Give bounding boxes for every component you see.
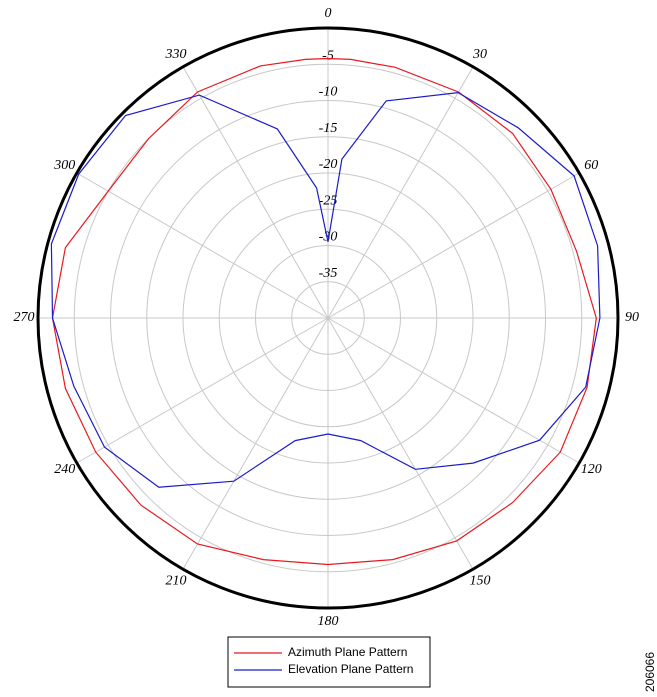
grid-ring [218,208,438,428]
theta-tick-label: 90 [625,310,639,325]
r-tick-label: -25 [319,193,338,208]
theta-tick-label: 0 [325,6,332,21]
r-tick-label: -35 [319,266,338,281]
legend-label: Elevation Plane Pattern [288,662,413,676]
r-tick-label: -30 [319,230,338,245]
grid-ring [291,281,365,355]
grid-ring [255,245,401,391]
theta-tick-label: 300 [53,158,75,173]
theta-tick-label: 210 [166,573,187,588]
theta-tick-label: 240 [54,462,75,477]
figure-id: 206066 [643,652,657,692]
outer-ring [36,26,620,610]
grid-ring [110,100,546,536]
theta-tick-label: 120 [581,462,602,477]
grid [38,28,618,608]
theta-tick-label: 150 [470,573,491,588]
theta-tick-label: 330 [165,47,187,62]
theta-tick-label: 30 [472,47,487,62]
series-line [51,57,597,566]
grid-ring [182,172,474,464]
theta-tick-label: 60 [584,158,598,173]
r-tick-label: -15 [319,121,338,136]
legend-label: Azimuth Plane Pattern [288,645,407,659]
r-tick-label: -5 [322,48,334,63]
series-line [50,91,601,488]
r-tick-label: -20 [319,157,338,172]
theta-tick-label: 180 [318,614,339,629]
r-tick-label: -10 [319,85,338,100]
theta-tick-label: 270 [14,310,35,325]
grid-ring [146,136,510,500]
legend-box [227,636,431,688]
grid-ring [73,63,583,573]
